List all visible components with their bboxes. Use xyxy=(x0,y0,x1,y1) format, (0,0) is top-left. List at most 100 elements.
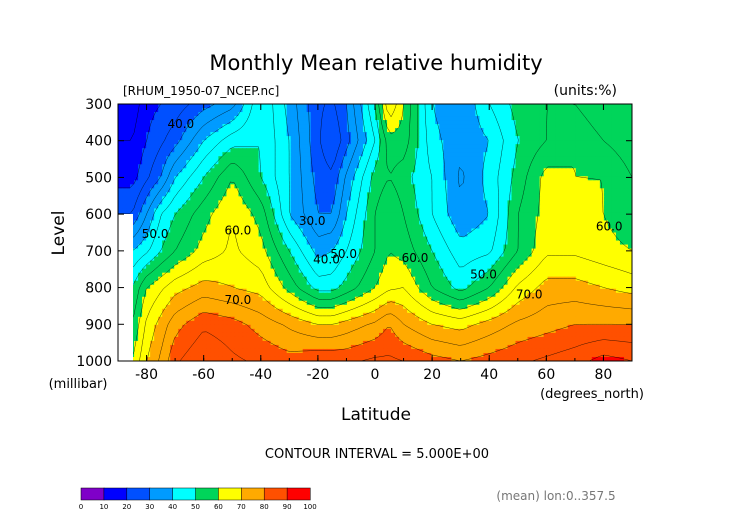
contour-cell xyxy=(254,208,260,214)
contour-cell xyxy=(274,196,280,201)
contour-cell xyxy=(314,228,320,234)
contour-cell xyxy=(346,200,352,205)
contour-cell xyxy=(266,216,272,222)
contour-cell xyxy=(483,148,489,153)
contour-cell xyxy=(499,236,505,242)
contour-cell xyxy=(294,148,300,153)
contour-cell xyxy=(206,216,211,222)
contour-cell xyxy=(274,248,280,254)
contour-cell xyxy=(579,216,585,222)
contour-cell xyxy=(603,236,609,242)
contour-cell xyxy=(350,212,356,218)
contour-cell xyxy=(587,224,593,230)
contour-cell xyxy=(198,104,203,109)
contour-cell xyxy=(423,192,428,197)
contour-cell xyxy=(591,212,597,218)
contour-cell xyxy=(391,136,396,141)
contour-cell xyxy=(210,172,215,177)
contour-cell xyxy=(391,256,396,262)
contour-cell xyxy=(274,256,280,262)
contour-cell xyxy=(354,212,360,218)
contour-cell xyxy=(407,104,412,109)
contour-cell xyxy=(290,148,296,153)
contour-cell xyxy=(491,200,497,205)
contour-cell xyxy=(318,200,324,205)
contour-cell xyxy=(551,208,557,214)
contour-cell xyxy=(282,136,288,141)
contour-cell xyxy=(423,136,428,141)
contour-cell xyxy=(463,224,468,230)
contour-cell xyxy=(162,116,167,121)
contour-cell xyxy=(431,180,436,185)
contour-cell xyxy=(366,200,372,205)
contour-cell xyxy=(214,164,219,169)
contour-cell xyxy=(583,168,589,173)
contour-cell xyxy=(198,216,203,222)
contour-cell xyxy=(310,216,316,222)
contour-cell xyxy=(499,108,505,113)
contour-cell xyxy=(451,208,456,214)
contour-cell xyxy=(254,216,260,222)
contour-cell xyxy=(427,248,432,254)
contour-cell xyxy=(198,136,203,141)
contour-cell xyxy=(591,156,597,161)
contour-cell xyxy=(226,160,232,165)
contour-cell xyxy=(587,104,593,109)
contour-cell xyxy=(262,184,268,189)
contour-cell xyxy=(154,228,159,234)
contour-cell xyxy=(142,200,147,205)
contour-cell xyxy=(290,104,296,109)
contour-cell xyxy=(234,152,240,157)
contour-cell xyxy=(342,244,348,250)
contour-cell xyxy=(487,140,493,145)
contour-cell xyxy=(595,104,601,109)
contour-cell xyxy=(475,120,481,125)
contour-cell xyxy=(423,232,428,238)
contour-cell xyxy=(447,228,452,234)
contour-cell xyxy=(579,232,585,238)
contour-cell xyxy=(523,156,529,161)
contour-cell xyxy=(427,128,432,133)
contour-cell xyxy=(338,240,344,246)
contour-cell xyxy=(274,124,280,129)
contour-cell xyxy=(302,208,308,214)
contour-cell xyxy=(222,168,228,173)
contour-cell xyxy=(178,128,183,133)
contour-cell xyxy=(555,228,561,234)
contour-cell xyxy=(411,232,416,238)
contour-cell xyxy=(334,164,340,169)
contour-cell xyxy=(451,108,456,113)
contour-cell xyxy=(262,224,268,230)
contour-cell xyxy=(358,184,364,189)
contour-cell xyxy=(346,192,352,197)
contour-cell xyxy=(358,140,364,145)
contour-cell xyxy=(126,208,131,214)
contour-cell xyxy=(471,112,476,117)
contour-cell xyxy=(310,240,316,246)
contour-cell xyxy=(471,216,476,222)
contour-cell xyxy=(423,164,428,169)
contour-cell xyxy=(198,188,203,193)
contour-cell xyxy=(523,136,529,141)
contour-cell xyxy=(258,244,264,250)
contour-cell xyxy=(362,112,368,117)
contour-cell xyxy=(419,204,424,210)
contour-cell xyxy=(595,248,601,254)
contour-cell xyxy=(326,124,332,129)
contour-cell xyxy=(338,180,344,185)
contour-cell xyxy=(475,216,481,222)
contour-cell xyxy=(238,120,244,125)
contour-cell xyxy=(326,140,332,145)
contour-cell xyxy=(419,132,424,137)
contour-cell xyxy=(262,140,268,145)
contour-cell xyxy=(186,224,191,230)
contour-cell xyxy=(383,212,388,218)
contour-cell xyxy=(451,160,456,165)
contour-cell xyxy=(338,128,344,133)
contour-cell xyxy=(395,208,400,214)
contour-cell xyxy=(234,236,240,242)
contour-cell xyxy=(403,132,408,137)
contour-cell xyxy=(242,204,248,210)
contour-cell xyxy=(138,188,143,193)
contour-cell xyxy=(370,212,376,218)
